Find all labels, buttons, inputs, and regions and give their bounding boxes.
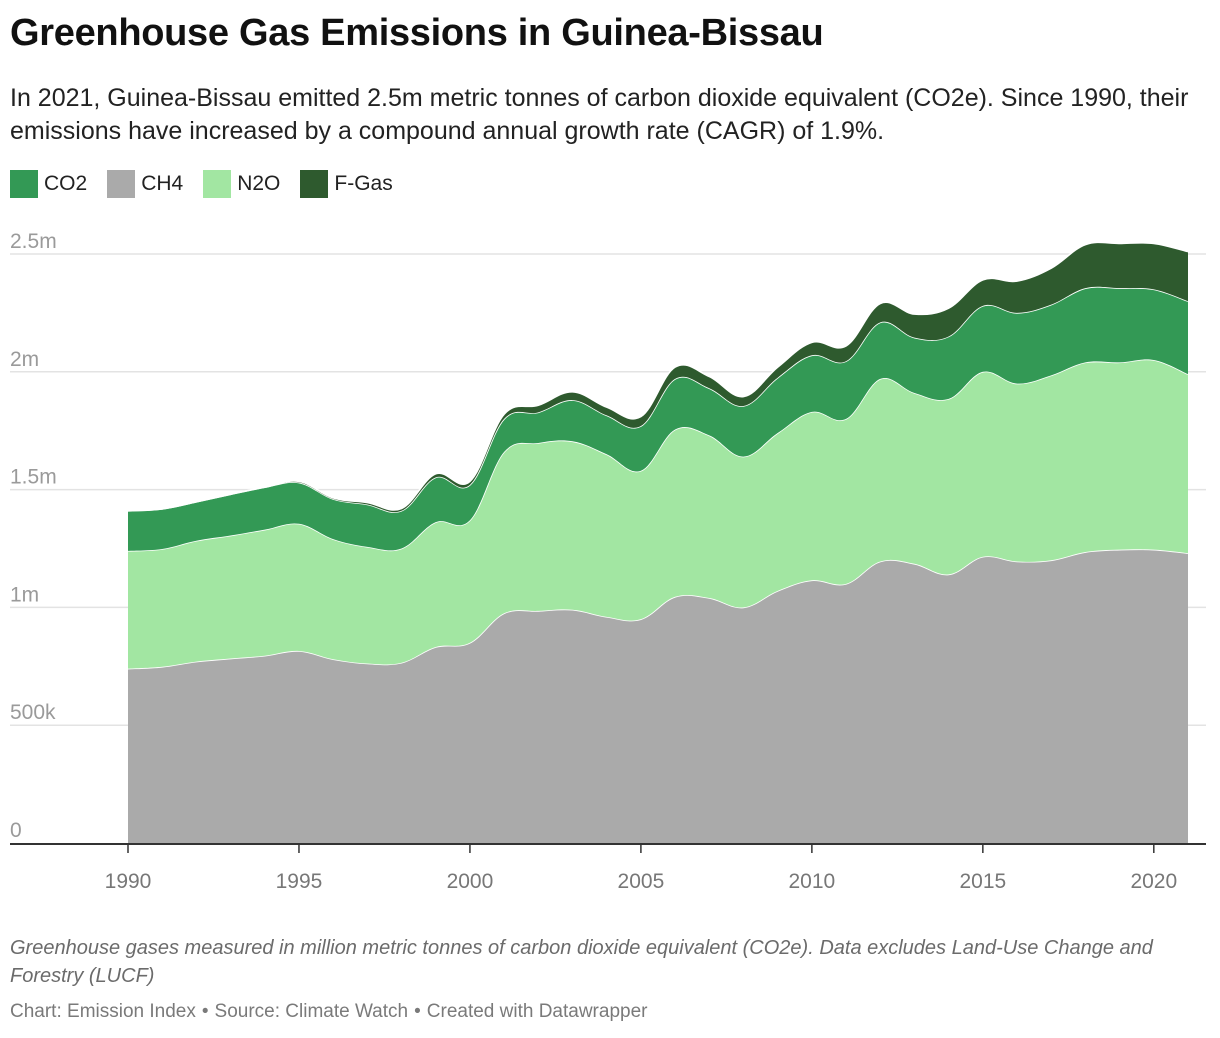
x-tick-label: 2015 <box>959 870 1006 893</box>
legend-swatch-n2o <box>203 170 232 198</box>
area-ch4 <box>128 549 1188 843</box>
y-tick-label: 2m <box>10 348 39 371</box>
legend-item-f-gas[interactable]: F-Gas <box>300 170 393 198</box>
area-n2o <box>128 359 1188 669</box>
credit-created: Created with Datawrapper <box>426 1001 648 1022</box>
y-tick-label: 500k <box>10 701 56 724</box>
legend-swatch-ch4 <box>107 170 136 198</box>
x-tick-label: 1990 <box>105 870 152 893</box>
x-tick-label: 2010 <box>789 870 836 893</box>
x-tick-label: 1995 <box>276 870 323 893</box>
y-tick-label: 1m <box>10 583 39 606</box>
legend-label-f-gas: F-Gas <box>334 172 393 195</box>
chart-note: Greenhouse gases measured in million met… <box>10 937 1153 987</box>
chart-subtitle: In 2021, Guinea-Bissau emitted 2.5m metr… <box>10 84 1189 145</box>
x-tick-label: 2020 <box>1130 870 1177 893</box>
area-edge-f-gas <box>127 241 1189 512</box>
legend-swatch-f-gas <box>300 170 329 198</box>
x-tick-label: 2000 <box>447 870 494 893</box>
chart-title: Greenhouse Gas Emissions in Guinea-Bissa… <box>10 12 824 54</box>
legend-label-n2o: N2O <box>237 172 281 195</box>
x-tick-label: 2005 <box>618 870 665 893</box>
credit-chart: Chart: Emission Index <box>10 1001 196 1022</box>
credit-source: Source: Climate Watch <box>214 1001 409 1022</box>
area-co2 <box>128 286 1188 551</box>
legend-item-n2o[interactable]: N2O <box>203 170 280 198</box>
legend-label-co2: CO2 <box>44 172 88 195</box>
area-f-gas <box>128 242 1188 513</box>
y-tick-label: 2.5m <box>10 230 57 253</box>
y-tick-label: 0 <box>10 819 22 842</box>
legend-item-co2[interactable]: CO2 <box>10 170 87 198</box>
stacked-area-chart: 0 500k 1m 1.5m 2m 2.5m 1990 1995 2000 2005 2010 201… <box>10 230 1206 893</box>
legend: CO2 CH4 N2O F-Gas <box>10 170 413 198</box>
legend-swatch-co2 <box>10 170 38 198</box>
legend-label-ch4: CH4 <box>141 172 184 195</box>
y-tick-label: 1.5m <box>10 466 57 489</box>
chart-credits: Chart: Emission Index • Source: Climate Wa… <box>10 1001 648 1022</box>
legend-item-ch4[interactable]: CH4 <box>107 170 183 198</box>
